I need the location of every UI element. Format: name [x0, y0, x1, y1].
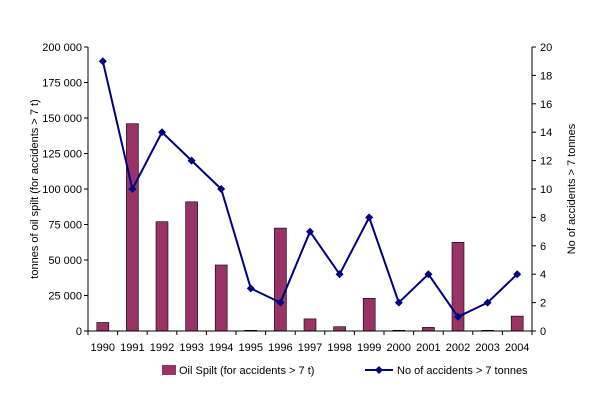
left-tick-label: 150 000 — [42, 113, 82, 125]
bar-1993 — [185, 201, 198, 332]
left-tick-label: 0 — [76, 326, 82, 338]
point-1991 — [128, 185, 137, 193]
legend-label-bars: Oil Spilt (for accidents > 7 t) — [179, 365, 314, 377]
left-axis-ticks: 0 25 000 50 000 75 000 100 000 125 000 150 000… — [42, 42, 88, 338]
legend-label-line: No of accidents > 7 tonnes — [397, 365, 528, 377]
axes — [87, 47, 533, 332]
point-1993 — [187, 156, 196, 165]
x-tick-label-1997: 1997 — [298, 342, 322, 354]
left-tick-label: 200 000 — [42, 42, 82, 54]
left-tick-label: 100 000 — [42, 184, 82, 196]
point-2003 — [483, 298, 492, 307]
point-2002 — [454, 312, 462, 321]
right-tick-label: 20 — [540, 42, 552, 54]
point-1990 — [98, 57, 107, 66]
point-1999 — [365, 213, 374, 222]
point-1998 — [335, 270, 344, 279]
bar-1997 — [303, 318, 317, 332]
left-tick-label: 125 000 — [42, 149, 82, 161]
bar-1992 — [155, 221, 169, 332]
x-tick-label-1999: 1999 — [357, 342, 381, 354]
left-tick-label: 25 000 — [48, 291, 82, 303]
right-tick-label: 12 — [540, 156, 552, 168]
point-1995 — [246, 284, 255, 293]
left-axis-title: tonnes of oil spilt (for accidents > 7 t… — [29, 99, 41, 278]
bar-1990 — [96, 322, 110, 332]
x-tick-label-1995: 1995 — [239, 342, 263, 354]
x-tick-label-1991: 1991 — [120, 342, 144, 354]
right-tick-label: 10 — [540, 184, 552, 196]
left-tick-label: 50 000 — [48, 255, 82, 267]
left-tick-label: 175 000 — [42, 78, 82, 90]
x-tick-label-1992: 1992 — [150, 342, 174, 354]
right-tick-label: 18 — [540, 70, 552, 82]
point-1994 — [217, 185, 226, 193]
right-tick-label: 14 — [540, 127, 552, 139]
right-tick-label: 8 — [540, 212, 546, 224]
legend-swatch-bars — [162, 365, 176, 375]
x-tick-label-2000: 2000 — [387, 342, 411, 354]
bar-series — [96, 123, 524, 332]
right-tick-label: 4 — [540, 269, 546, 281]
right-axis-ticks: 0 2 4 6 8 10 12 14 16 18 20 — [532, 42, 552, 338]
x-tick-label-2003: 2003 — [475, 342, 499, 354]
bar-1996 — [274, 227, 287, 332]
legend: Oil Spilt (for accidents > 7 t) No of ac… — [162, 365, 528, 377]
right-tick-label: 16 — [540, 99, 552, 111]
line-series — [98, 57, 522, 321]
x-tick-label-1998: 1998 — [327, 342, 351, 354]
point-2004 — [513, 270, 522, 279]
bar-1991 — [126, 123, 139, 332]
left-tick-label: 75 000 — [48, 220, 82, 232]
point-2000 — [394, 298, 403, 307]
point-1992 — [158, 128, 166, 137]
legend-swatch-marker — [375, 366, 383, 374]
x-tick-label-2001: 2001 — [416, 342, 440, 354]
right-axis-title: No of accidents > 7 tonnes — [566, 123, 578, 254]
bar-1994 — [214, 264, 228, 332]
x-tick-label-1990: 1990 — [91, 342, 115, 354]
right-tick-label: 2 — [540, 298, 546, 310]
right-tick-label: 0 — [540, 326, 546, 338]
right-tick-label: 6 — [540, 241, 546, 253]
bar-1998 — [333, 326, 346, 332]
x-tick-label-1994: 1994 — [209, 342, 233, 354]
x-tick-label-1993: 1993 — [179, 342, 203, 354]
x-axis-ticks: 1990 1991 1992 1993 1994 1995 1996 1997 1998 1999… — [87, 331, 533, 354]
x-tick-label-1996: 1996 — [268, 342, 292, 354]
point-1996 — [276, 298, 285, 307]
x-tick-label-2004: 2004 — [505, 342, 529, 354]
bar-1999 — [362, 297, 376, 332]
bar-2004 — [510, 315, 524, 332]
point-2001 — [424, 270, 433, 279]
bar-2001 — [422, 327, 435, 332]
point-1997 — [306, 227, 314, 236]
x-tick-label-2002: 2002 — [446, 342, 470, 354]
